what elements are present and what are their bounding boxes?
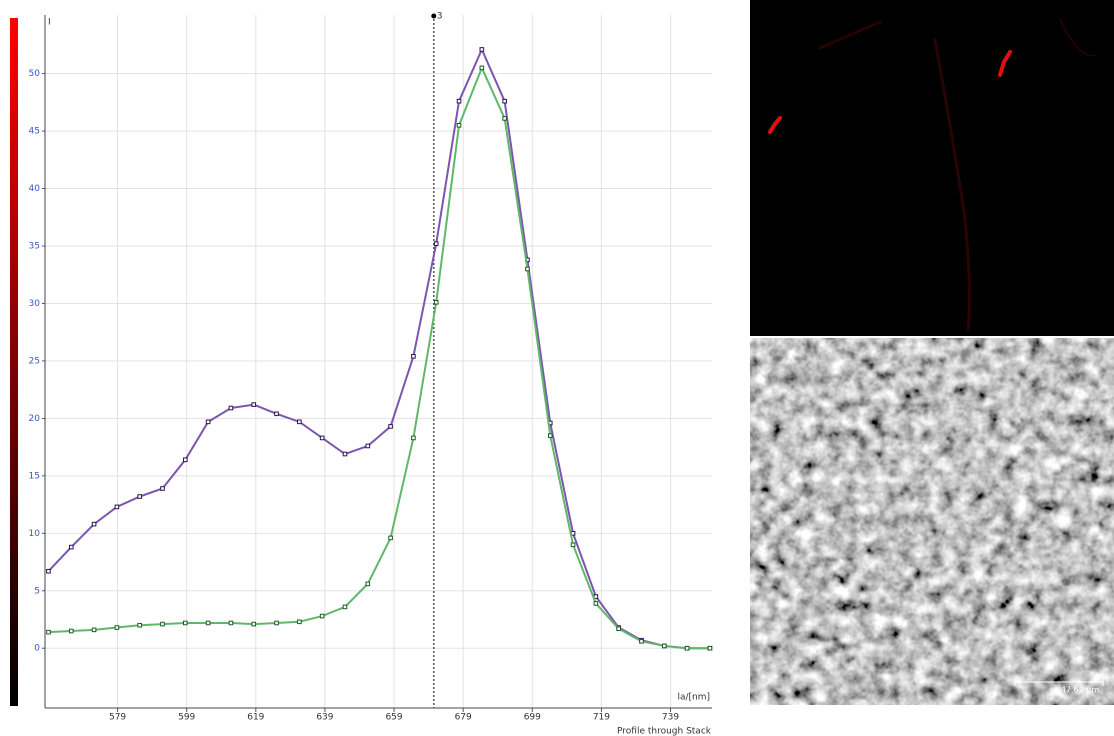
data-point	[502, 98, 507, 104]
red-signal	[998, 50, 1012, 77]
y-tick-label: 15	[29, 471, 40, 481]
x-tick-label: 599	[178, 713, 195, 723]
fluorescence-signal	[768, 19, 1096, 332]
data-point	[365, 443, 371, 449]
data-point	[433, 241, 439, 247]
scale-bar-label: 47.62 µm	[1061, 686, 1100, 695]
series-line	[47, 46, 710, 650]
x-tick-label: 699	[524, 713, 541, 723]
data-point	[319, 613, 325, 619]
y-tick-label: 0	[34, 644, 40, 654]
series-line	[48, 65, 710, 650]
dim-signal	[1059, 19, 1096, 57]
data-point	[160, 621, 165, 627]
data-point	[570, 542, 576, 548]
data-point	[342, 451, 348, 457]
data-point	[319, 435, 325, 441]
data-point	[274, 620, 279, 626]
x-tick-label: 739	[662, 713, 679, 723]
data-point	[502, 116, 507, 121]
y-tick-label: 45	[29, 127, 40, 137]
data-point	[411, 435, 416, 441]
data-point	[547, 433, 553, 438]
y-tick-label: 35	[29, 242, 40, 252]
data-point	[365, 581, 371, 587]
data-point	[160, 486, 165, 491]
scale-bar	[1014, 678, 1104, 686]
data-point	[91, 627, 97, 633]
data-point	[479, 47, 485, 52]
data-point	[433, 300, 439, 305]
data-point	[114, 625, 120, 630]
data-point	[205, 620, 211, 626]
cursor-handle	[431, 13, 437, 19]
fluorescence-image	[750, 0, 1114, 336]
data-point	[297, 419, 302, 425]
data-point	[205, 419, 211, 425]
data-point	[251, 621, 257, 627]
y-axis-label: I	[48, 18, 51, 28]
color-bar	[10, 18, 18, 706]
x-tick-label: 679	[455, 713, 472, 723]
data-point	[137, 494, 142, 499]
data-point	[411, 354, 416, 359]
data-point	[662, 643, 667, 649]
data-point	[297, 619, 302, 625]
data-point	[342, 604, 348, 610]
data-point	[183, 457, 188, 463]
data-point	[274, 411, 279, 417]
data-point	[616, 626, 621, 632]
plot: 0 5 10 15 20 25 30 35 40 45 50 579 599 619 639 659 679 69…	[29, 12, 713, 723]
data-point	[456, 123, 462, 128]
x-tick-label: 659	[385, 713, 402, 723]
x-axis-label: la/[nm]	[677, 693, 710, 703]
data-point	[46, 568, 51, 574]
data-point	[684, 645, 690, 651]
y-tick-label: 20	[29, 414, 41, 424]
data-point	[228, 620, 234, 626]
dim-signal	[933, 38, 971, 332]
data-point	[68, 628, 74, 634]
data-point	[114, 504, 120, 510]
data-point	[228, 405, 234, 411]
x-tick-label: 719	[593, 713, 610, 723]
x-tick-label: 619	[247, 713, 264, 723]
data-point	[91, 521, 97, 527]
data-point	[251, 402, 257, 407]
red-signal	[768, 116, 782, 134]
x-tick-label: 639	[316, 713, 333, 723]
data-point	[46, 629, 51, 635]
caption: Profile through Stack	[617, 727, 712, 736]
data-point	[479, 65, 485, 71]
data-point	[707, 645, 713, 651]
data-point	[593, 601, 599, 606]
data-point	[68, 544, 74, 550]
cursor-label: 3	[437, 12, 443, 22]
data-point	[388, 535, 393, 541]
data-point	[183, 620, 188, 626]
y-tick-label: 25	[29, 356, 40, 366]
data-point	[456, 98, 462, 104]
data-point	[388, 424, 393, 429]
y-tick-label: 30	[29, 299, 41, 309]
y-tick-label: 10	[29, 529, 41, 539]
brightfield-image	[750, 338, 1114, 705]
y-tick-label: 40	[29, 184, 41, 194]
x-tick-label: 579	[109, 713, 126, 723]
data-point	[525, 266, 530, 272]
y-tick-label: 5	[34, 586, 40, 596]
data-point	[137, 622, 142, 628]
y-tick-label: 50	[29, 69, 41, 79]
dim-signal	[818, 20, 882, 50]
data-point	[639, 639, 644, 644]
